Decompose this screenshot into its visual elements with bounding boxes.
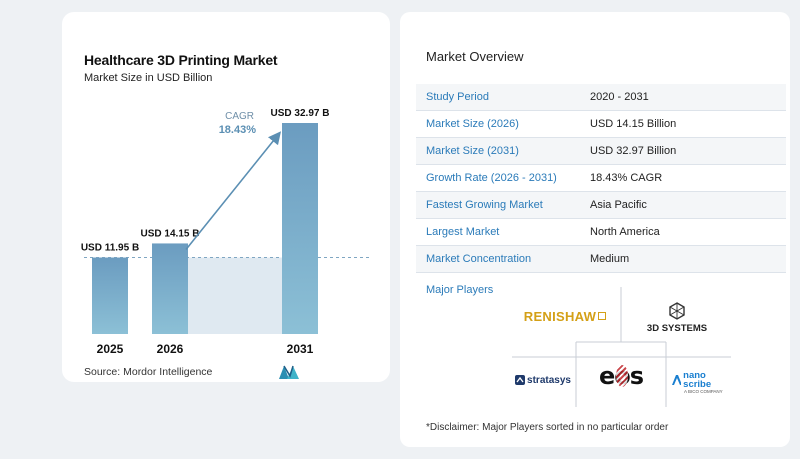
row-value: USD 14.15 Billion [590, 118, 677, 130]
row-value: 2020 - 2031 [590, 91, 649, 103]
row-key: Market Concentration [426, 253, 532, 265]
x-tick-label: 2031 [287, 342, 314, 356]
row-value: 18.43% CAGR [590, 172, 663, 184]
bar-2026 [152, 243, 188, 334]
row-key: Growth Rate (2026 - 2031) [426, 172, 557, 184]
major-players-title: Major Players [426, 284, 494, 296]
nanoscribe-sublabel: A BICO COMPANY [684, 388, 723, 394]
market-overview-card: Market Overview Study Period 2020 - 2031 … [400, 12, 790, 447]
row-key: Market Size (2031) [426, 145, 519, 157]
renishaw-mark-icon [598, 312, 607, 320]
x-tick-label: 2025 [97, 342, 124, 356]
overview-title: Market Overview [426, 49, 524, 64]
stratasys-logo: stratasys [512, 368, 574, 392]
data-label: USD 11.95 B [81, 243, 139, 254]
row-value: Asia Pacific [590, 199, 647, 211]
row-key: Study Period [426, 91, 489, 103]
table-row: Fastest Growing Market Asia Pacific [416, 192, 786, 219]
row-key: Fastest Growing Market [426, 199, 543, 211]
stratasys-mark-icon [515, 375, 526, 385]
overview-table: Study Period 2020 - 2031 Market Size (202… [416, 84, 786, 273]
projection-area [188, 257, 282, 334]
x-tick-label: 2026 [157, 342, 184, 356]
cagr-label: CAGR [225, 111, 254, 122]
chart-card: USD 11.95 B 2025 USD 14.15 B 2026 USD 32.97 … [62, 12, 390, 382]
3d-systems-label: 3D SYSTEMS [646, 323, 708, 334]
chart-title: Healthcare 3D Printing Market [84, 52, 278, 68]
renishaw-label: RENISHAW [523, 308, 597, 324]
nanoscribe-label: nano scribe [683, 369, 712, 390]
disclaimer-note: *Disclaimer: Major Players sorted in no … [426, 422, 669, 433]
chart-subtitle: Market Size in USD Billion [84, 72, 213, 84]
row-value: North America [590, 226, 660, 238]
bar-2031 [282, 123, 318, 334]
cagr-arrow [185, 131, 282, 250]
3d-systems-logo: 3D SYSTEMS [632, 298, 722, 338]
table-row: Market Size (2031) USD 32.97 Billion [416, 138, 786, 165]
row-value: USD 32.97 Billion [590, 145, 677, 157]
row-key: Market Size (2026) [426, 118, 519, 130]
nanoscribe-mark-icon [672, 374, 682, 385]
cagr-value: 18.43% [219, 124, 257, 136]
bar-chart: USD 11.95 B 2025 USD 14.15 B 2026 USD 32.97 … [81, 108, 370, 356]
3d-systems-cube-icon [669, 302, 685, 320]
table-row: Study Period 2020 - 2031 [416, 84, 786, 111]
renishaw-logo: RENISHAW [516, 304, 614, 328]
stratasys-label: stratasys [527, 374, 571, 386]
data-label: USD 32.97 B [271, 108, 330, 119]
source-note: Source: Mordor Intelligence [84, 366, 213, 378]
row-value: Medium [590, 253, 630, 265]
row-key: Largest Market [426, 226, 500, 238]
data-label: USD 14.15 B [141, 228, 200, 239]
nanoscribe-logo: nano scribe A BICO COMPANY [672, 368, 732, 396]
mordor-logo-icon [279, 365, 299, 379]
table-row: Growth Rate (2026 - 2031) 18.43% CAGR [416, 165, 786, 192]
table-row: Market Size (2026) USD 14.15 Billion [416, 111, 786, 138]
table-row: Market Concentration Medium [416, 246, 786, 273]
eos-logo: eos [586, 358, 656, 394]
bar-2025 [92, 257, 128, 334]
table-row: Largest Market North America [416, 219, 786, 246]
eos-slash-icon [616, 365, 628, 387]
